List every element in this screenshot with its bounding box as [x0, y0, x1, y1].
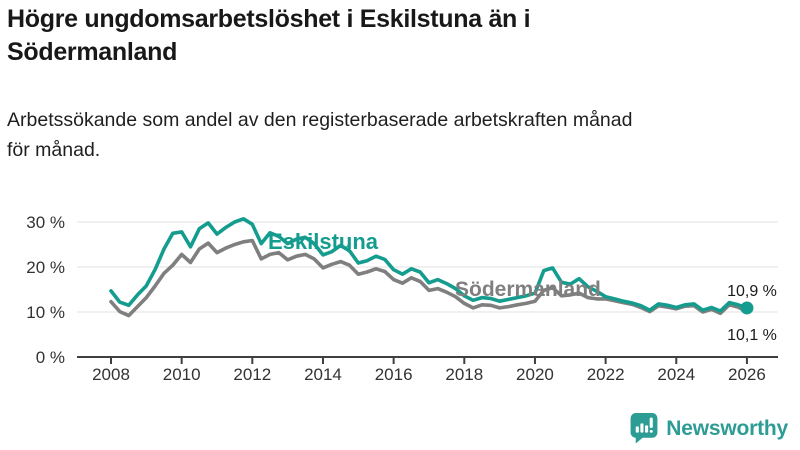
series-line-södermanland [109, 238, 749, 318]
newsworthy-logo-text: Newsworthy [666, 416, 788, 440]
y-axis-tick-label: 20 % [26, 258, 65, 277]
chart-subtitle-line-1: Arbetssökande som andel av den registerb… [7, 109, 633, 131]
chart-title-line-2: Södermanland [7, 37, 178, 66]
x-axis-tick-label: 2014 [304, 365, 342, 384]
y-axis-tick-label: 30 % [26, 213, 65, 232]
end-value-label-eskilstuna: 10,9 % [727, 283, 777, 300]
x-axis-tick-label: 2010 [163, 365, 201, 384]
line-chart: 0 % 10 % 20 % 30 % 2008 2010 2012 2014 2016 2018 2… [0, 192, 800, 397]
chart-title: Högre ungdomsarbetslöshet i Eskilstuna ä… [7, 3, 727, 68]
y-axis-tick-label: 10 % [26, 303, 65, 322]
x-axis-tick-label: 2016 [375, 365, 413, 384]
y-axis-tick-label: 0 % [36, 348, 65, 367]
x-axis-tick-label: 2008 [92, 365, 130, 384]
series-label-södermanland: Södermanland [455, 278, 601, 301]
chart-subtitle-line-2: för månad. [7, 139, 101, 162]
newsworthy-logo-icon [630, 413, 658, 444]
x-axis-tick-label: 2020 [516, 365, 554, 384]
series-label-eskilstuna: Eskilstuna [268, 229, 379, 254]
newsworthy-logo: Newsworthy [630, 413, 788, 444]
line-chart-canvas: 0 % 10 % 20 % 30 % 2008 2010 2012 2014 2016 2018 2… [26, 213, 778, 384]
x-axis-tick-label: 2024 [657, 365, 695, 384]
chart-subtitle: Arbetssökande som andel av den registerb… [7, 105, 787, 165]
chart-title-line-1: Högre ungdomsarbetslöshet i Eskilstuna ä… [7, 5, 531, 33]
series-line-eskilstuna [109, 216, 749, 313]
x-axis-tick-label: 2026 [728, 365, 766, 384]
end-point-dot-eskilstuna [740, 301, 754, 315]
end-value-label-södermanland: 10,1 % [727, 327, 777, 344]
x-axis-tick-label: 2018 [445, 365, 483, 384]
x-axis-tick-label: 2012 [233, 365, 271, 384]
x-axis-tick-label: 2022 [587, 365, 625, 384]
